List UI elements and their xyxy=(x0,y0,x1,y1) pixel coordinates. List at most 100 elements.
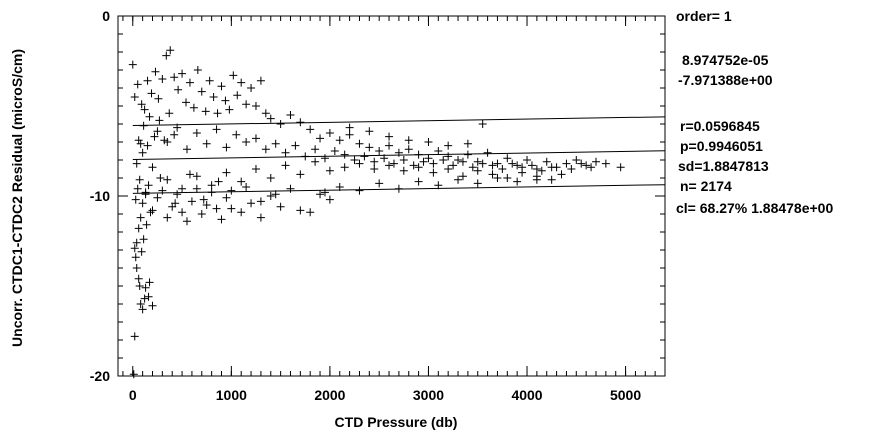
stat-coef1: 8.974752e-05 xyxy=(682,52,769,68)
data-point xyxy=(335,136,344,145)
data-point xyxy=(214,177,223,186)
x-tick-label: 2000 xyxy=(314,387,345,403)
data-point xyxy=(170,130,179,139)
data-point xyxy=(572,156,581,164)
data-point xyxy=(174,85,183,94)
data-point xyxy=(237,208,246,217)
data-point xyxy=(276,202,285,211)
data-point xyxy=(128,60,137,69)
data-point xyxy=(251,102,260,110)
stat-cl: cl= 68.27% 1.88478e+00 xyxy=(676,200,834,216)
data-point xyxy=(222,168,231,177)
data-point xyxy=(301,152,310,161)
x-axis-label: CTD Pressure (db) xyxy=(335,414,458,430)
data-point xyxy=(523,156,532,164)
upper-confidence-line xyxy=(132,116,666,127)
data-point xyxy=(213,109,222,118)
data-point xyxy=(151,67,160,76)
data-point xyxy=(414,150,423,159)
data-point xyxy=(513,177,522,186)
data-point xyxy=(142,220,151,229)
data-point xyxy=(424,154,433,163)
data-point xyxy=(306,125,315,134)
data-point xyxy=(399,166,408,175)
data-point xyxy=(135,175,144,184)
data-point xyxy=(160,136,169,145)
stat-n: n= 2174 xyxy=(680,178,732,194)
data-point xyxy=(375,179,384,188)
data-point xyxy=(419,157,428,166)
major-ticks xyxy=(118,15,665,377)
y-tick-label: 0 xyxy=(102,8,110,24)
data-point xyxy=(458,172,467,181)
x-tick-label: 1000 xyxy=(216,387,247,403)
data-point xyxy=(153,193,162,202)
data-point xyxy=(547,175,556,184)
data-point xyxy=(138,305,147,314)
data-point xyxy=(320,154,329,163)
data-point xyxy=(178,208,187,217)
data-point xyxy=(281,161,290,170)
data-point xyxy=(434,147,443,155)
data-point xyxy=(133,80,142,89)
data-point xyxy=(145,278,154,287)
data-point xyxy=(271,190,280,199)
data-point xyxy=(385,161,394,170)
data-point xyxy=(205,76,214,85)
data-point xyxy=(577,159,586,168)
data-point xyxy=(134,224,143,233)
data-point xyxy=(582,161,591,170)
data-point xyxy=(197,87,206,96)
data-point xyxy=(144,181,153,190)
data-point xyxy=(389,159,398,168)
data-point xyxy=(222,143,231,152)
data-point xyxy=(449,161,458,170)
data-point xyxy=(143,76,152,85)
data-point xyxy=(296,206,305,215)
data-point xyxy=(483,148,492,157)
data-point xyxy=(256,197,265,206)
data-point xyxy=(375,147,384,155)
data-point xyxy=(132,264,141,272)
data-point xyxy=(335,183,344,191)
data-point xyxy=(404,136,413,145)
data-point xyxy=(444,152,453,161)
data-point xyxy=(345,130,354,139)
data-point xyxy=(424,138,433,146)
data-point xyxy=(217,215,226,224)
data-point xyxy=(147,89,156,98)
data-point xyxy=(135,282,144,290)
data-point xyxy=(201,107,210,116)
data-point xyxy=(355,186,364,195)
data-point xyxy=(143,141,152,150)
data-point xyxy=(140,294,149,303)
data-point xyxy=(473,157,482,166)
data-point xyxy=(316,190,325,199)
data-point xyxy=(148,301,157,310)
data-point xyxy=(187,197,196,206)
data-point xyxy=(154,94,163,103)
data-point xyxy=(148,163,157,172)
data-point xyxy=(199,195,208,204)
data-point xyxy=(256,76,265,85)
data-point xyxy=(296,118,305,127)
data-point xyxy=(233,91,242,100)
data-point xyxy=(140,105,149,114)
data-point xyxy=(251,134,260,143)
data-point xyxy=(370,165,379,173)
data-point xyxy=(537,166,546,175)
data-point xyxy=(182,98,191,107)
data-point xyxy=(567,165,576,173)
data-point xyxy=(192,172,201,181)
data-point xyxy=(217,82,226,91)
data-point xyxy=(153,127,162,136)
x-tick-label: 4000 xyxy=(511,387,542,403)
data-point xyxy=(242,183,251,191)
data-point xyxy=(444,141,453,150)
data-point xyxy=(478,120,487,128)
stat-sd: sd=1.8847813 xyxy=(678,158,769,174)
data-point xyxy=(350,156,359,164)
data-point xyxy=(139,235,148,244)
data-point xyxy=(527,161,536,170)
